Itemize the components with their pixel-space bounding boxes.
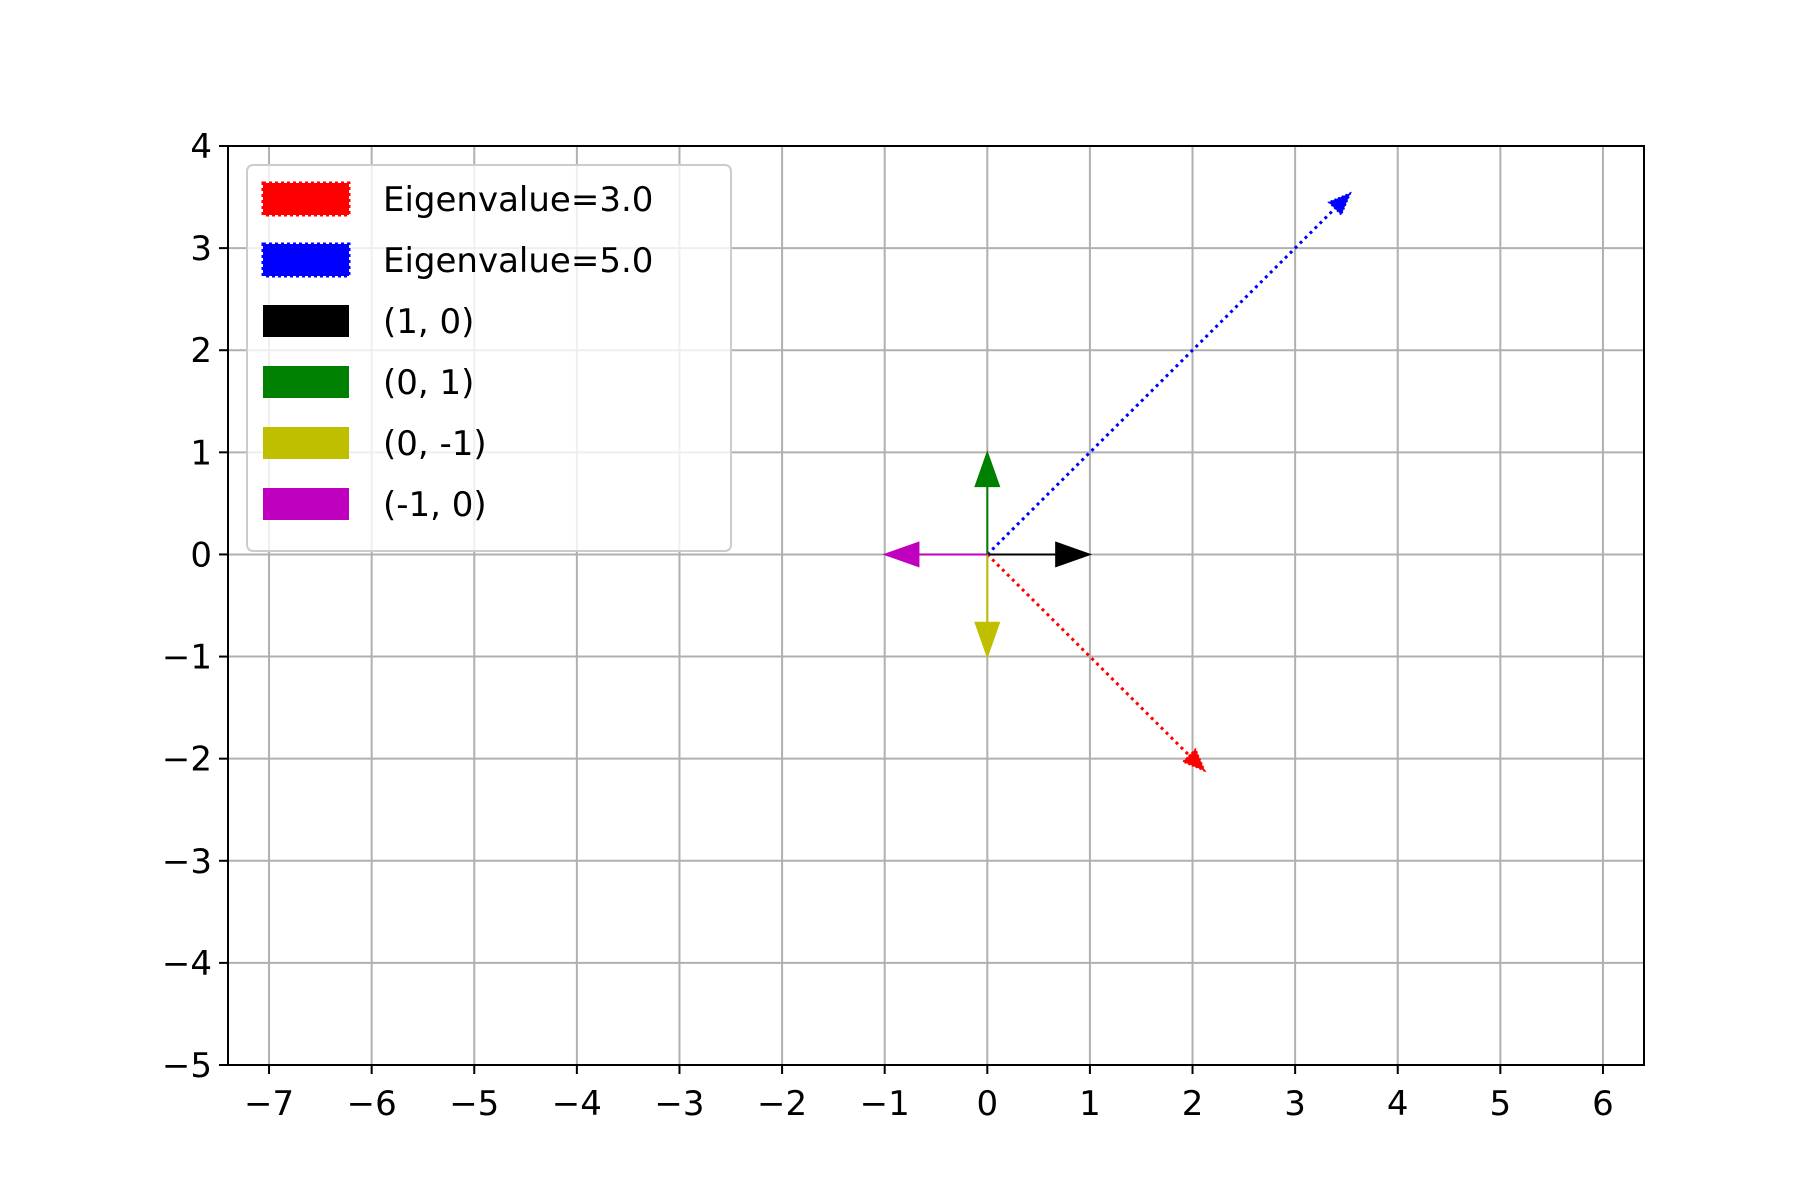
- legend-swatch: [261, 242, 351, 278]
- arrow-head: [1327, 191, 1352, 217]
- legend-label: (1, 0): [383, 302, 474, 342]
- x-tick-label: 4: [1387, 1084, 1409, 1124]
- legend-label: (0, 1): [383, 363, 474, 403]
- y-tick-label: 2: [190, 331, 212, 371]
- x-tick-label: 5: [1490, 1084, 1512, 1124]
- axes-frame: [227, 145, 1645, 1066]
- legend-label: Eigenvalue=5.0: [383, 241, 653, 281]
- arrow-head: [974, 450, 1001, 488]
- x-tick-label: −4: [552, 1084, 602, 1124]
- legend-swatch: [261, 181, 351, 217]
- y-tick-label: −4: [162, 944, 212, 984]
- y-tick-label: 3: [190, 229, 212, 269]
- legend-swatch: [263, 305, 349, 337]
- arrow-shaft: [986, 553, 1191, 757]
- y-tick-label: 0: [190, 535, 212, 575]
- x-tick-label: −3: [654, 1084, 704, 1124]
- x-tick-label: −5: [449, 1084, 499, 1124]
- y-tick-label: −3: [162, 842, 212, 882]
- arrow-shaft: [986, 207, 1337, 556]
- arrow-0: [986, 553, 1207, 773]
- arrow-4: [974, 554, 1001, 659]
- arrow-head: [974, 621, 1001, 659]
- arrow-5: [882, 541, 988, 568]
- arrow-3: [974, 450, 1001, 555]
- y-tick-label: −5: [162, 1046, 212, 1086]
- arrow-head: [1181, 747, 1207, 773]
- x-tick-label: −6: [347, 1084, 397, 1124]
- x-tick-label: −2: [757, 1084, 807, 1124]
- x-tick-label: 3: [1284, 1084, 1306, 1124]
- legend-swatch: [263, 488, 349, 520]
- ticks: −7 −6 −5 −4 −3 −2 −1 0 1 2 3 4 5 6 −5 −4 −3 −2 −1 0 1 2 3 4: [162, 127, 1614, 1124]
- legend-swatch: [263, 427, 349, 459]
- x-tick-label: 1: [1079, 1084, 1101, 1124]
- legend: Eigenvalue=3.0 Eigenvalue=5.0 (1, 0) (0, 1)…: [246, 164, 732, 552]
- y-tick-label: −2: [162, 740, 212, 780]
- x-tick-label: −7: [244, 1084, 294, 1124]
- legend-label: (-1, 0): [383, 485, 487, 525]
- y-tick-label: 4: [190, 127, 212, 167]
- arrow-2: [987, 541, 1093, 568]
- legend-swatch: [263, 366, 349, 398]
- arrow-head: [1055, 541, 1093, 568]
- arrow-head: [882, 541, 920, 568]
- arrows: [882, 191, 1352, 773]
- x-tick-label: 6: [1592, 1084, 1614, 1124]
- y-tick-label: −1: [162, 638, 212, 678]
- legend-label: (0, -1): [383, 424, 487, 464]
- x-tick-label: 0: [976, 1084, 998, 1124]
- legend-label: Eigenvalue=3.0: [383, 180, 653, 220]
- x-tick-label: −1: [860, 1084, 910, 1124]
- arrow-1: [986, 191, 1352, 556]
- x-tick-label: 2: [1182, 1084, 1204, 1124]
- legend-box: [246, 164, 732, 552]
- y-tick-label: 1: [190, 433, 212, 473]
